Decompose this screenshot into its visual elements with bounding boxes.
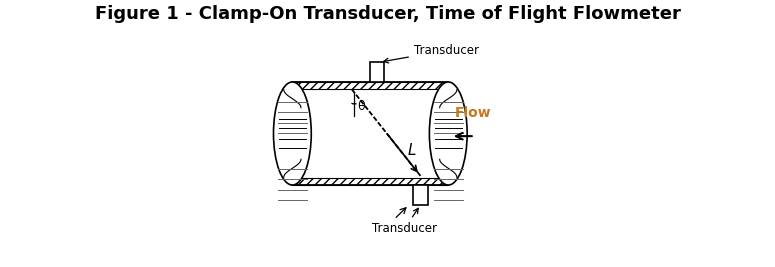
Bar: [413, 185, 428, 205]
Bar: [292, 89, 448, 178]
Bar: [292, 178, 448, 185]
Bar: [370, 62, 384, 82]
Text: Transducer: Transducer: [372, 208, 437, 235]
Bar: [292, 82, 448, 89]
Text: Flow: Flow: [455, 106, 491, 120]
Text: θ: θ: [357, 100, 365, 113]
Ellipse shape: [274, 82, 312, 185]
Text: L: L: [407, 143, 415, 158]
Text: Figure 1 - Clamp-On Transducer, Time of Flight Flowmeter: Figure 1 - Clamp-On Transducer, Time of …: [95, 5, 680, 23]
Ellipse shape: [429, 82, 467, 185]
Text: Transducer: Transducer: [384, 44, 479, 63]
